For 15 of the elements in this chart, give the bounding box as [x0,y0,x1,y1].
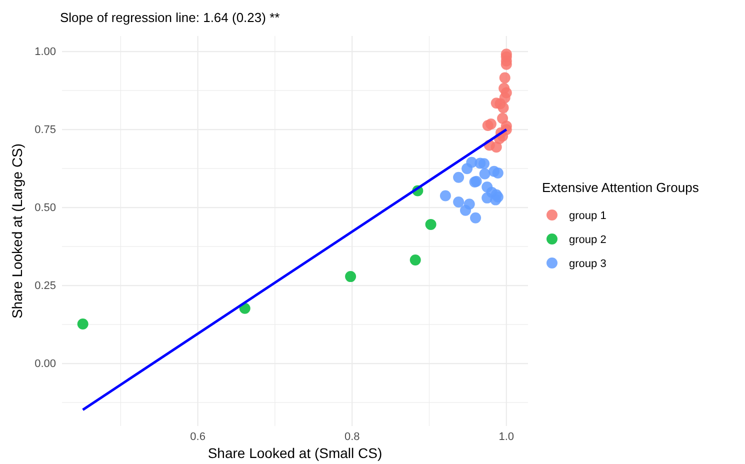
x-tick-label: 0.6 [190,430,206,443]
chart-title: Slope of regression line: 1.64 (0.23) ** [60,10,280,25]
legend-label: group 3 [569,258,606,270]
y-tick-label: 0.50 [34,202,56,214]
y-axis-title: Share Looked at (Large CS) [9,143,25,319]
legend-label: group 2 [569,234,606,246]
x-tick-label: 1.0 [498,430,514,443]
legend-title: Extensive Attention Groups [542,180,700,195]
legend-label: group 1 [569,210,606,222]
x-tick-label: 0.8 [344,430,360,443]
y-tick-label: 0.25 [34,280,56,292]
y-tick-label: 1.00 [34,46,56,58]
x-axis-title: Share Looked at (Small CS) [208,445,382,461]
y-tick-label: 0.75 [34,124,56,136]
y-tick-label: 0.00 [34,358,56,370]
